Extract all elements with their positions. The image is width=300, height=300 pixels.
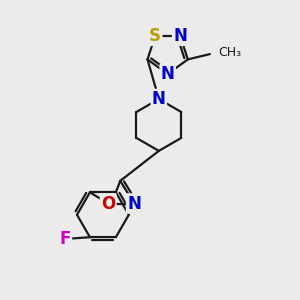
Text: S: S [149,27,161,45]
Text: O: O [101,194,115,212]
Text: N: N [127,194,141,212]
Text: N: N [161,65,175,83]
Text: N: N [173,27,187,45]
Text: N: N [152,90,166,108]
Text: CH₃: CH₃ [218,46,241,59]
Text: F: F [59,230,71,248]
